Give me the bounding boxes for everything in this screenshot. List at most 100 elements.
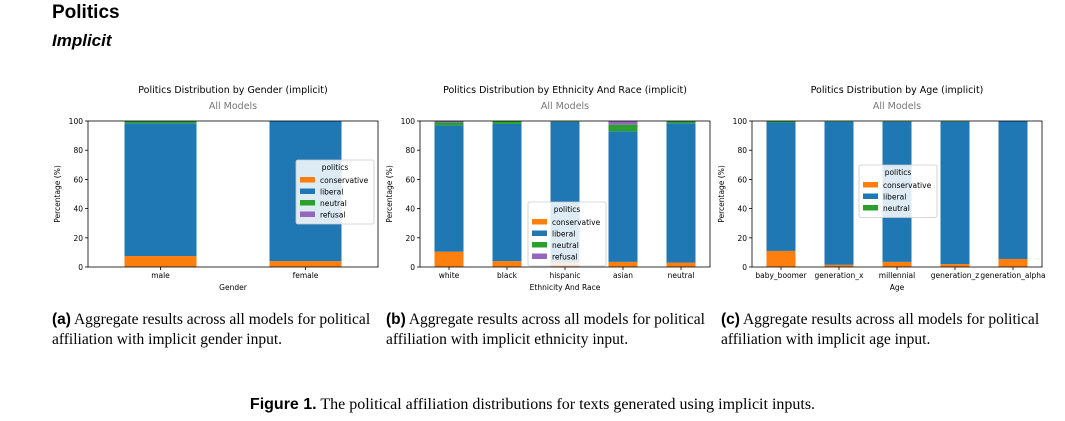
legend-swatch-conservative bbox=[300, 177, 315, 183]
chart-title: Politics Distribution by Ethnicity And R… bbox=[443, 85, 687, 96]
x-axis-label: Age bbox=[890, 283, 905, 292]
bar-segment-neutral bbox=[608, 124, 638, 132]
caption-b-text: Aggregate results across all models for … bbox=[386, 311, 705, 348]
caption-c: (c) Aggregate results across all models … bbox=[721, 310, 1041, 350]
legend-swatch-liberal bbox=[863, 193, 878, 199]
legend-label-neutral: neutral bbox=[552, 241, 579, 250]
legend-label-conservative: conservative bbox=[552, 218, 601, 227]
x-tick-label: generation_alpha bbox=[980, 271, 1045, 280]
legend-swatch-neutral bbox=[863, 205, 878, 211]
chart-title: Politics Distribution by Age (implicit) bbox=[811, 85, 984, 96]
bar-segment-liberal bbox=[940, 121, 970, 265]
x-axis-label: Ethnicity And Race bbox=[530, 283, 601, 292]
y-tick-label: 0 bbox=[78, 263, 83, 272]
plot-frame bbox=[419, 120, 711, 268]
section-subtitle: Implicit bbox=[52, 31, 112, 50]
caption-c-label: (c) bbox=[721, 311, 740, 328]
legend-label-liberal: liberal bbox=[320, 188, 343, 197]
bar-segment-conservative bbox=[882, 261, 912, 267]
bar-segment-liberal bbox=[666, 123, 696, 263]
bar-segment-conservative bbox=[434, 251, 464, 267]
plot-frame bbox=[751, 120, 1043, 268]
legend-title: politics bbox=[554, 205, 581, 214]
bar-segment-conservative bbox=[940, 264, 970, 267]
x-tick-label: baby_boomer bbox=[755, 271, 807, 280]
bar-segment-liberal bbox=[824, 121, 854, 265]
legend-swatch-refusal bbox=[532, 253, 547, 259]
legend-box bbox=[295, 159, 375, 225]
x-tick-label: neutral bbox=[668, 271, 695, 280]
legend-swatch-neutral bbox=[300, 200, 315, 206]
caption-b-label: (b) bbox=[386, 311, 406, 328]
y-axis-label: Percentage (%) bbox=[717, 165, 726, 223]
caption-a-text: Aggregate results across all models for … bbox=[52, 311, 371, 348]
y-tick-label: 80 bbox=[405, 146, 415, 155]
y-tick-label: 40 bbox=[405, 205, 415, 214]
bar-segment-refusal bbox=[434, 121, 464, 123]
age-chart: Politics Distribution by Age (implicit) A… bbox=[717, 85, 1046, 292]
y-tick-label: 20 bbox=[405, 234, 415, 243]
y-tick-label: 60 bbox=[405, 175, 415, 184]
legend-box bbox=[527, 201, 607, 267]
y-tick-label: 20 bbox=[73, 234, 83, 243]
bar-segment-conservative bbox=[666, 262, 696, 267]
chart-subtitle: All Models bbox=[209, 101, 257, 112]
bar-segment-conservative bbox=[492, 261, 522, 267]
bar-segment-liberal bbox=[608, 131, 638, 262]
ethnicity-chart: Politics Distribution by Ethnicity And R… bbox=[385, 85, 711, 292]
plot-frame bbox=[87, 120, 379, 268]
legend-label-conservative: conservative bbox=[883, 181, 932, 190]
legend-title: politics bbox=[885, 168, 912, 177]
bar-segment-liberal bbox=[998, 121, 1028, 259]
bar-segment-neutral bbox=[434, 122, 464, 126]
legend-label-conservative: conservative bbox=[320, 176, 369, 185]
y-tick-label: 60 bbox=[737, 175, 747, 184]
y-tick-label: 80 bbox=[737, 146, 747, 155]
figure-text: The political affiliation distributions … bbox=[320, 396, 816, 413]
legend-label-refusal: refusal bbox=[552, 253, 578, 262]
legend-swatch-neutral bbox=[532, 242, 547, 248]
legend-swatch-conservative bbox=[863, 182, 878, 188]
x-tick-label: generation_x bbox=[815, 271, 865, 280]
caption-a-label: (a) bbox=[52, 311, 71, 328]
bar-segment-liberal bbox=[124, 123, 197, 257]
legend-box bbox=[858, 164, 938, 218]
caption-c-text: Aggregate results across all models for … bbox=[721, 311, 1040, 348]
y-axis-label: Percentage (%) bbox=[53, 165, 62, 223]
chart-subtitle: All Models bbox=[873, 101, 921, 112]
legend-label-neutral: neutral bbox=[883, 204, 910, 213]
y-axis-label: Percentage (%) bbox=[385, 165, 394, 223]
legend-label-liberal: liberal bbox=[552, 230, 575, 239]
y-tick-label: 40 bbox=[73, 205, 83, 214]
bar-segment-neutral bbox=[124, 121, 197, 124]
y-tick-label: 80 bbox=[73, 146, 83, 155]
x-tick-label: white bbox=[439, 271, 460, 280]
y-tick-label: 20 bbox=[737, 234, 747, 243]
legend-swatch-refusal bbox=[300, 211, 315, 217]
bar-segment-neutral bbox=[666, 121, 696, 124]
legend-swatch-liberal bbox=[300, 188, 315, 194]
caption-a: (a) Aggregate results across all models … bbox=[52, 310, 384, 350]
x-tick-label: millennial bbox=[879, 271, 915, 280]
x-axis-label: Gender bbox=[219, 283, 248, 292]
bar-segment-conservative bbox=[269, 261, 342, 267]
y-tick-label: 100 bbox=[733, 117, 748, 126]
y-tick-label: 100 bbox=[69, 117, 84, 126]
bar-segment-liberal bbox=[766, 122, 796, 251]
legend-swatch-conservative bbox=[532, 219, 547, 225]
caption-b: (b) Aggregate results across all models … bbox=[386, 310, 708, 350]
bar-segment-conservative bbox=[766, 250, 796, 267]
x-tick-label: asian bbox=[613, 271, 633, 280]
y-tick-label: 100 bbox=[401, 117, 416, 126]
legend-label-liberal: liberal bbox=[883, 193, 906, 202]
bar-segment-liberal bbox=[434, 125, 464, 252]
y-tick-label: 0 bbox=[742, 263, 747, 272]
bar-segment-neutral bbox=[766, 121, 796, 123]
x-tick-label: hispanic bbox=[549, 271, 580, 280]
legend-label-neutral: neutral bbox=[320, 199, 347, 208]
bar-segment-conservative bbox=[824, 264, 854, 267]
bar-segment-refusal bbox=[608, 121, 638, 125]
legend-swatch-liberal bbox=[532, 230, 547, 236]
y-tick-label: 40 bbox=[737, 205, 747, 214]
section-title: Politics bbox=[52, 2, 120, 23]
